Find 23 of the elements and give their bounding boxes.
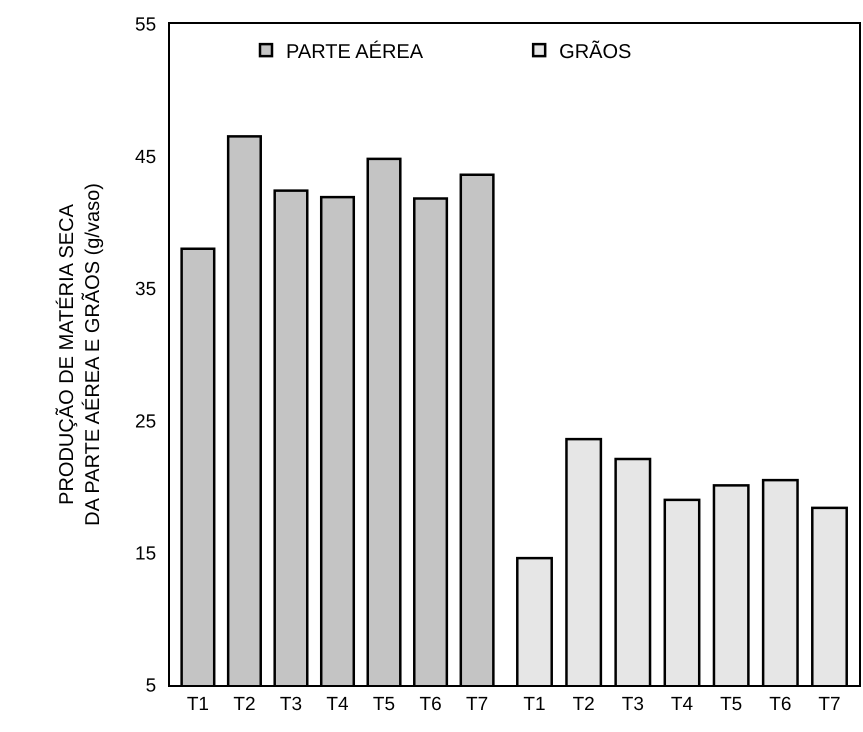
x-tick-label: T3 (280, 694, 302, 715)
x-tick-label: T1 (186, 694, 210, 715)
x-tick-label: T5 (372, 694, 396, 715)
x-tick-label: T4 (670, 694, 694, 715)
x-tick-label: T3 (622, 694, 644, 715)
x-tick-label: T2 (572, 694, 595, 715)
x-tick-label: T4 (326, 694, 350, 715)
x-tick-label: T7 (818, 694, 841, 715)
x-tick-label: T1 (523, 694, 546, 715)
legend-label: GRÃOS (559, 40, 632, 63)
y-tick-label: 5 (146, 676, 156, 697)
y-tick-label: 55 (135, 14, 156, 36)
y-axis-title: PRODUÇÃO DE MATÉRIA SECA DA PARTE AÉREA E GRÃOS (g/vaso) (55, 183, 104, 526)
y-tick-label: 25 (135, 411, 156, 432)
x-tick-label: T6 (419, 694, 442, 715)
y-tick-label: 45 (135, 146, 156, 168)
x-tick-label: T5 (720, 694, 742, 715)
x-tick-label: T6 (769, 694, 792, 715)
x-tick-label: T7 (466, 694, 488, 715)
y-tick-label: 35 (135, 279, 156, 300)
y-tick-label: 15 (135, 543, 156, 564)
legend-label: PARTE AÉREA (286, 40, 424, 63)
x-tick-label: T2 (233, 694, 256, 715)
